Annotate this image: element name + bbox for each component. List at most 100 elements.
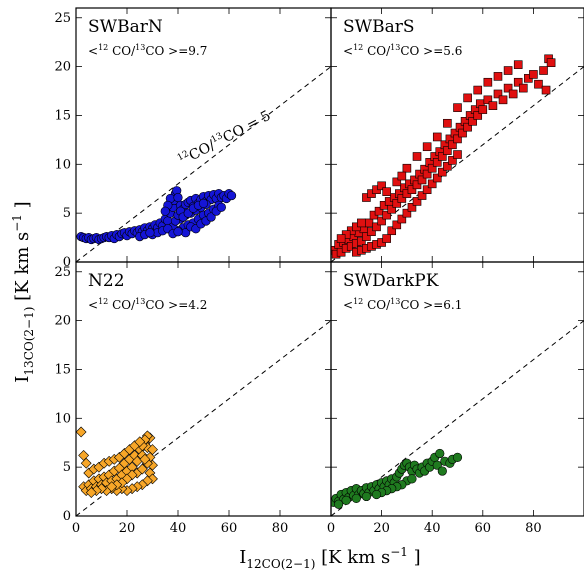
data-point xyxy=(402,163,412,173)
y-tick-label: 10 xyxy=(54,157,71,172)
x-tick-label: 80 xyxy=(525,521,542,536)
data-point xyxy=(377,216,386,226)
data-points xyxy=(331,448,463,509)
data-point xyxy=(483,95,493,105)
ratio-line-annotation: 12CO/13CO = 5 xyxy=(176,107,274,170)
data-point xyxy=(412,197,422,206)
data-point xyxy=(402,208,412,218)
data-point xyxy=(422,142,432,152)
y-tick-label: 15 xyxy=(54,108,71,123)
data-point xyxy=(498,95,508,105)
data-point xyxy=(443,161,452,171)
data-point xyxy=(417,175,427,185)
data-points xyxy=(76,186,237,245)
data-point xyxy=(139,453,151,465)
data-point xyxy=(427,179,437,189)
panel-title: N22 xyxy=(88,271,125,291)
data-point xyxy=(397,194,407,203)
data-point xyxy=(437,466,447,476)
data-point xyxy=(478,105,488,114)
y-tick-label: 15 xyxy=(54,362,71,377)
data-point xyxy=(422,185,432,195)
data-point xyxy=(541,85,551,95)
y-tick-label: 25 xyxy=(54,265,71,280)
data-point xyxy=(422,169,432,179)
data-point xyxy=(438,167,447,177)
x-tick-label: 0 xyxy=(72,521,80,536)
data-point xyxy=(134,436,146,448)
data-point xyxy=(534,79,543,89)
y-tick-label: 5 xyxy=(63,460,71,475)
data-point xyxy=(382,210,391,220)
y-tick-label: 0 xyxy=(63,509,71,524)
data-points xyxy=(331,54,556,259)
data-point xyxy=(333,499,344,509)
data-point xyxy=(473,85,483,95)
data-point xyxy=(463,93,472,103)
data-point xyxy=(453,134,462,144)
panel-ratio-label: <12 CO/13CO >=9.7 xyxy=(88,43,207,58)
data-point xyxy=(362,232,371,241)
data-point xyxy=(546,58,556,68)
data-point xyxy=(473,111,483,120)
data-point xyxy=(432,158,442,167)
y-tick-label: 25 xyxy=(54,11,71,26)
data-point xyxy=(407,185,417,195)
data-point xyxy=(513,60,523,69)
x-tick-label: 20 xyxy=(119,521,136,536)
x-tick-label: 20 xyxy=(373,521,390,536)
data-point xyxy=(206,212,216,222)
data-points xyxy=(76,426,158,498)
data-point xyxy=(136,463,148,475)
data-point xyxy=(493,89,503,99)
data-point xyxy=(198,198,209,208)
y-tick-label: 20 xyxy=(54,314,71,329)
data-point xyxy=(458,128,467,138)
data-point xyxy=(503,66,513,75)
x-tick-label: 60 xyxy=(475,521,492,536)
data-point xyxy=(76,426,87,438)
data-point xyxy=(493,72,503,81)
data-point xyxy=(412,152,422,161)
data-point xyxy=(443,118,452,128)
panel-swdarkpk: 0 20 40 60 80 SWDarkPK <12 CO/13CO >=6.1 xyxy=(327,261,584,536)
data-point xyxy=(145,228,155,238)
data-point xyxy=(432,173,442,183)
data-point xyxy=(488,101,498,110)
data-point xyxy=(160,206,170,216)
data-point xyxy=(216,202,226,212)
data-point xyxy=(503,83,513,93)
data-point xyxy=(392,177,402,187)
data-point xyxy=(463,122,472,132)
data-point xyxy=(382,234,391,243)
data-point xyxy=(468,117,477,126)
data-point xyxy=(382,187,391,196)
data-point xyxy=(432,460,442,470)
data-point xyxy=(392,220,402,230)
data-point xyxy=(392,199,402,208)
panel-n22: 0 20 40 60 80 0 5 10 15 20 25 N22 <12 CO/13CO >=4.2 xyxy=(54,261,332,536)
data-point xyxy=(432,132,442,142)
panel-ratio-label: <12 CO/13CO >=4.2 xyxy=(88,297,207,312)
data-point xyxy=(417,191,427,200)
data-point xyxy=(448,140,457,150)
data-point xyxy=(372,222,381,232)
data-point xyxy=(397,171,407,181)
data-point xyxy=(336,234,346,243)
panel-frame xyxy=(330,261,584,517)
data-point xyxy=(407,202,417,212)
data-point xyxy=(407,474,417,484)
data-point xyxy=(453,103,462,112)
data-point xyxy=(85,487,97,498)
data-point xyxy=(367,227,376,237)
data-point xyxy=(508,89,518,99)
x-tick-label: 60 xyxy=(221,521,238,536)
y-tick-label: 10 xyxy=(54,411,71,426)
data-point xyxy=(173,192,183,203)
data-point xyxy=(387,204,397,214)
data-point xyxy=(351,493,361,504)
data-point xyxy=(448,156,457,165)
data-point xyxy=(435,448,445,459)
data-point xyxy=(387,226,397,236)
